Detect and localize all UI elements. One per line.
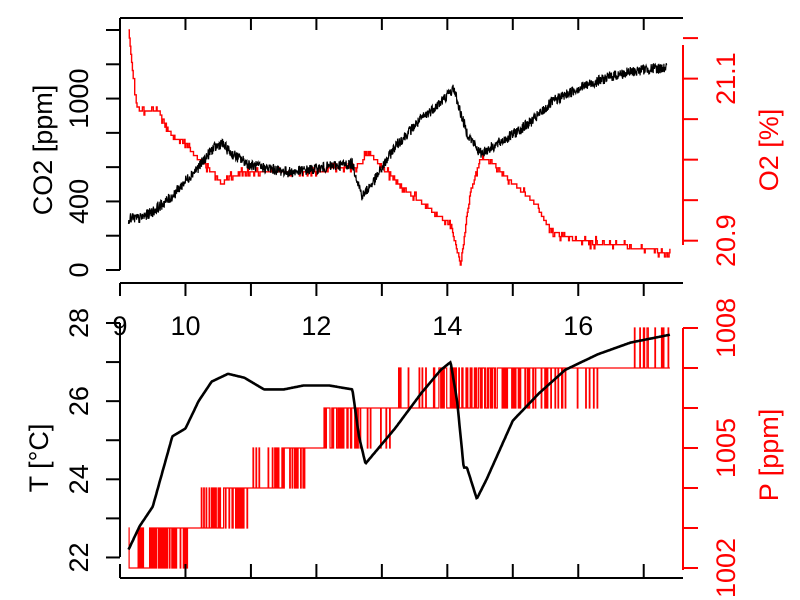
bottom-left-tick-label: 24 [64, 464, 94, 494]
top-left-tick-label: 400 [64, 179, 94, 224]
bottom-x-ticks [119, 564, 645, 578]
bottom-left-axis-label: T [°C] [24, 424, 54, 493]
bottom-left-tick-label: 22 [64, 542, 94, 572]
shared-x-tick-label: 10 [170, 311, 200, 341]
shared-x-tick-label: 16 [563, 311, 593, 341]
top-right-tick-label: 21.1 [711, 52, 741, 105]
top-series-group [127, 29, 671, 266]
bottom-series-group [127, 327, 671, 569]
top-left-tick-label: 1000 [64, 69, 94, 129]
bottom-left-ticks: 22 24 26 28 [64, 308, 120, 572]
temperature-pressure-panel: 22 24 26 28 1002 1005 1008 T [°C] P [ppm] [24, 298, 784, 598]
bottom-right-tick-label: 1008 [711, 298, 741, 358]
temperature-series-line [127, 333, 671, 551]
top-left-ticks: 0 400 1000 [64, 29, 120, 278]
top-right-tick-label: 20.9 [711, 214, 741, 267]
shared-x-ticks: 910121416 [112, 283, 645, 341]
o2-series-line [128, 29, 671, 266]
bottom-right-axis-label: P [ppm] [754, 409, 784, 502]
shared-x-tick-label: 12 [301, 311, 331, 341]
shared-x-tick-label: 14 [432, 311, 462, 341]
bottom-right-ticks: 1002 1005 1008 [683, 298, 741, 598]
bottom-left-tick-label: 26 [64, 386, 94, 416]
top-left-axis-label: CO2 [ppm] [28, 85, 58, 216]
co2-series-line [127, 62, 668, 224]
bottom-right-tick-label: 1005 [711, 418, 741, 478]
bottom-left-tick-label: 28 [64, 308, 94, 338]
top-right-ticks: 20.9 21.1 [683, 37, 741, 267]
top-x-ticks [119, 18, 645, 30]
bottom-right-tick-label: 1002 [711, 538, 741, 598]
pressure-series-line [128, 327, 670, 569]
top-right-axis-label: O2 [%] [754, 109, 784, 192]
top-left-tick-label: 0 [64, 262, 94, 277]
